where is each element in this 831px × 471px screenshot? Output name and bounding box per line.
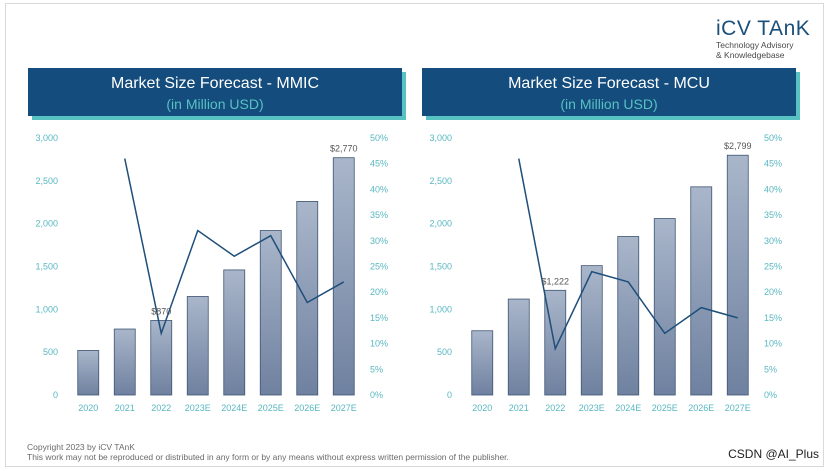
mmic-data-label: $870 (151, 306, 171, 316)
mcu-bar (580, 265, 603, 396)
mcu-ytick-right: 30% (764, 236, 782, 246)
mmic-ytick-right: 20% (370, 287, 388, 297)
disclaimer-line: This work may not be reproduced or distr… (27, 452, 509, 462)
mmic-chart: 0 500 1,000 1,500 2,000 2,500 3,000 0% 5% 10% 15% 2… (35, 133, 388, 413)
mmic-ytick-right: 40% (370, 184, 388, 194)
mcu-growth-line (518, 158, 738, 352)
mmic-ytick-right: 25% (370, 262, 388, 272)
mcu-ytick-right: 5% (764, 364, 777, 374)
mmic-panel: Market Size Forecast - MMIC (in Million … (22, 68, 408, 413)
mcu-bar (690, 186, 713, 396)
mcu-ytick-left: 3,000 (429, 133, 452, 143)
mcu-bar (544, 289, 567, 396)
mcu-ytick-right: 50% (764, 133, 782, 143)
mcu-xtick: 2024E (615, 403, 641, 413)
mcu-ytick-left: 2,000 (429, 219, 452, 229)
mmic-bar (223, 269, 246, 396)
mmic-bar (150, 320, 173, 396)
mmic-chart-title: Market Size Forecast - MMIC (110, 75, 320, 92)
mcu-xtick: 2020 (472, 403, 492, 413)
mmic-ytick-left: 1,000 (35, 304, 58, 314)
mcu-xtick: 2026E (688, 403, 714, 413)
mmic-chart-subtitle: (in Million USD) (166, 96, 264, 112)
logo-tagline-1: Technology Advisory (716, 40, 794, 50)
mcu-ytick-left: 2,500 (429, 176, 452, 186)
mcu-ytick-right: 45% (764, 159, 782, 169)
mcu-chart: 0 500 1,000 1,500 2,000 2,500 3,000 0% 5% 10% 15% 2… (429, 133, 782, 413)
mmic-ytick-right: 50% (370, 133, 388, 143)
mcu-bar (617, 236, 640, 396)
mcu-data-label: $1,222 (541, 276, 569, 286)
mmic-ytick-right: 5% (370, 364, 383, 374)
mmic-ytick-left: 2,000 (35, 219, 58, 229)
mcu-xtick: 2025E (652, 403, 678, 413)
mmic-xtick: 2022 (151, 403, 171, 413)
mcu-ytick-right: 20% (764, 287, 782, 297)
mcu-ytick-right: 0% (764, 390, 777, 400)
mcu-ytick-right: 10% (764, 339, 782, 349)
mmic-ytick-right: 30% (370, 236, 388, 246)
mmic-ytick-left: 1,500 (35, 262, 58, 272)
logo-tagline-2: & Knowledgebase (716, 50, 785, 60)
mcu-ytick-right: 40% (764, 184, 782, 194)
mmic-ytick-left: 3,000 (35, 133, 58, 143)
mcu-ytick-left: 1,500 (429, 262, 452, 272)
mcu-xtick: 2023E (579, 403, 605, 413)
mcu-title-box: Market Size Forecast - MCU (in Million U… (422, 68, 796, 116)
copyright-footer: Copyright 2023 by iCV TAnK This work may… (27, 442, 509, 462)
copyright-line: Copyright 2023 by iCV TAnK (27, 442, 135, 452)
mmic-xtick: 2020 (78, 403, 98, 413)
logo: iCV TAnK Technology Advisory & Knowledge… (716, 17, 826, 61)
mcu-xtick: 2027E (725, 403, 751, 413)
logo-brand: iCV TAnK (716, 17, 811, 40)
mcu-ytick-right: 35% (764, 210, 782, 220)
mmic-ytick-left: 2,500 (35, 176, 58, 186)
mcu-ytick-right: 15% (764, 313, 782, 323)
mmic-xtick: 2027E (331, 403, 357, 413)
mmic-bar (113, 328, 136, 396)
mcu-chart-title: Market Size Forecast - MCU (508, 75, 710, 92)
mcu-bar (653, 218, 676, 396)
mcu-panel: Market Size Forecast - MCU (in Million U… (416, 68, 802, 413)
watermark: CSDN @AI_Plus (728, 447, 819, 461)
mcu-bar (507, 298, 530, 396)
mmic-ytick-left: 500 (43, 347, 58, 357)
mmic-xtick: 2024E (221, 403, 247, 413)
mmic-xtick: 2021 (115, 403, 135, 413)
mmic-ytick-right: 15% (370, 313, 388, 323)
mmic-bar (296, 200, 319, 396)
mmic-bar (332, 157, 355, 396)
mmic-bar (186, 296, 209, 396)
mcu-data-label: $2,799 (724, 141, 752, 151)
mmic-ytick-right: 10% (370, 339, 388, 349)
mmic-growth-line (124, 158, 345, 337)
mcu-ytick-left: 1,000 (429, 304, 452, 314)
mmic-title-box: Market Size Forecast - MMIC (in Million … (28, 68, 402, 116)
mcu-ytick-left: 0 (447, 390, 452, 400)
mmic-ytick-right: 0% (370, 390, 383, 400)
mmic-ytick-left: 0 (53, 390, 58, 400)
mmic-ytick-right: 45% (370, 159, 388, 169)
mcu-bar (471, 330, 494, 396)
mcu-ytick-left: 500 (437, 347, 452, 357)
mmic-xtick: 2025E (258, 403, 284, 413)
mmic-data-label: $2,770 (330, 144, 358, 154)
mcu-xtick: 2021 (509, 403, 529, 413)
mmic-xtick: 2026E (294, 403, 320, 413)
mcu-xtick: 2022 (545, 403, 565, 413)
mcu-bar (726, 154, 749, 396)
mcu-chart-subtitle: (in Million USD) (560, 96, 658, 112)
mmic-bar (259, 230, 282, 396)
mmic-bar (77, 350, 100, 396)
mmic-ytick-right: 35% (370, 210, 388, 220)
mmic-xtick: 2023E (185, 403, 211, 413)
mcu-ytick-right: 25% (764, 262, 782, 272)
